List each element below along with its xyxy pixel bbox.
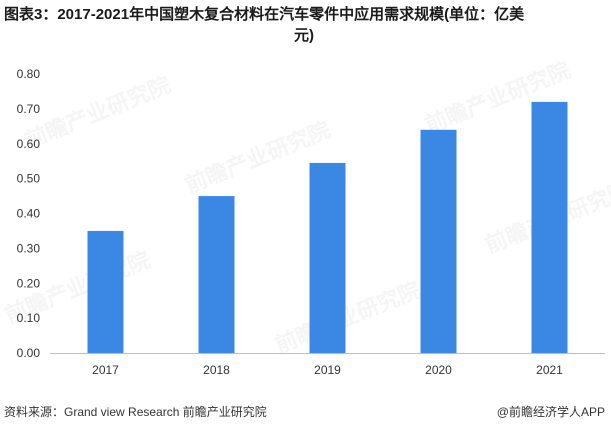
y-tick-label: 0.60 xyxy=(17,137,41,151)
y-tick-label: 0.80 xyxy=(17,67,41,81)
y-tick-label: 0.20 xyxy=(17,276,41,290)
brand-label: @前瞻经济学人APP xyxy=(496,405,605,419)
y-tick-label: 0.00 xyxy=(17,346,41,360)
x-tick-label: 2021 xyxy=(536,363,563,377)
x-tick-label: 2018 xyxy=(203,363,230,377)
x-tick-label: 2017 xyxy=(92,363,119,377)
bar-2020 xyxy=(420,129,457,353)
x-axis: 2017 2018 2019 2020 2021 xyxy=(92,363,563,377)
y-tick-label: 0.70 xyxy=(17,102,41,116)
y-tick-label: 0.10 xyxy=(17,311,41,325)
bar-series xyxy=(87,101,568,354)
y-tick-label: 0.30 xyxy=(17,241,41,255)
x-tick-label: 2019 xyxy=(314,363,341,377)
y-axis: 0.00 0.10 0.20 0.30 0.40 0.50 0.60 0.70 0.80 xyxy=(17,67,41,360)
x-tick-label: 2020 xyxy=(425,363,452,377)
bar-2018 xyxy=(198,196,235,353)
y-tick-label: 0.50 xyxy=(17,172,41,186)
chart-title-line-2: 元) xyxy=(294,27,314,44)
bar-2021 xyxy=(531,101,568,354)
chart-title: 图表3：2017-2021年中国塑木复合材料在汽车零件中应用需求规模(单位：亿美… xyxy=(4,4,604,46)
bar-2017 xyxy=(87,230,124,353)
source-note: 资料来源：Grand view Research 前瞻产业研究院 xyxy=(4,405,267,419)
y-tick-label: 0.40 xyxy=(17,207,41,221)
bar-2019 xyxy=(309,162,346,353)
chart-title-line-1: 图表3：2017-2021年中国塑木复合材料在汽车零件中应用需求规模(单位：亿美 xyxy=(4,6,525,23)
